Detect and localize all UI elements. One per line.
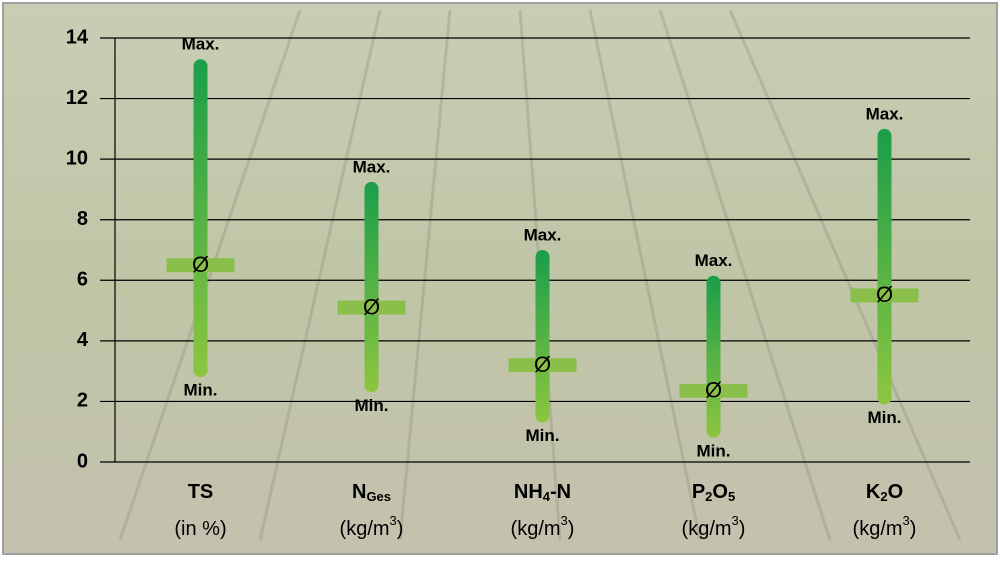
label-part: ) — [910, 518, 917, 540]
range-bar — [877, 128, 892, 405]
label-part: (kg/m — [340, 518, 390, 540]
label-part: ) — [397, 518, 404, 540]
x-tick-label: NH4-N — [514, 481, 571, 504]
label-part: -N — [550, 481, 571, 503]
label-part: 3 — [561, 513, 568, 528]
unit-label: (in %) — [174, 518, 226, 540]
min-label: Min. — [355, 396, 389, 415]
y-tick-label: 10 — [66, 147, 88, 169]
label-part: 2 — [705, 489, 712, 504]
label-part: K — [866, 481, 881, 503]
mean-bar — [508, 358, 577, 373]
max-label: Max. — [182, 35, 220, 54]
mean-label: Ø — [363, 294, 380, 319]
label-part: 3 — [732, 513, 739, 528]
y-tick-label: 12 — [66, 87, 88, 109]
label-part: O — [888, 481, 904, 503]
unit-label: (kg/m3) — [853, 513, 917, 540]
label-part: 5 — [728, 489, 735, 504]
y-tick-label: 0 — [77, 450, 88, 472]
y-tick-label: 4 — [77, 329, 89, 351]
mean-label: Ø — [534, 352, 551, 377]
unit-label: (kg/m3) — [682, 513, 746, 540]
range-bar — [706, 275, 721, 438]
label-part: 4 — [543, 489, 551, 504]
y-tick-label: 14 — [66, 26, 89, 48]
label-part: ) — [568, 518, 575, 540]
max-label: Max. — [695, 251, 733, 270]
max-label: Max. — [524, 225, 562, 244]
label-part: 2 — [880, 489, 887, 504]
mean-bar — [337, 300, 406, 315]
min-label: Min. — [184, 381, 218, 400]
label-part: (kg/m — [682, 518, 732, 540]
y-tick-label: 2 — [77, 390, 88, 412]
range-bar — [193, 59, 208, 378]
mean-label: Ø — [876, 282, 893, 307]
label-part: (kg/m — [853, 518, 903, 540]
max-label: Max. — [866, 104, 904, 123]
label-part: (in %) — [174, 518, 226, 540]
max-label: Max. — [353, 157, 391, 176]
label-part: NH — [514, 481, 543, 503]
label-part: P — [692, 481, 705, 503]
y-tick-label: 6 — [77, 269, 88, 291]
min-label: Min. — [526, 426, 560, 445]
mean-bar — [166, 258, 235, 273]
unit-label: (kg/m3) — [511, 513, 575, 540]
y-tick-label: 8 — [77, 208, 88, 230]
label-part: TS — [188, 481, 214, 503]
label-part: Ges — [366, 489, 391, 504]
label-part: 3 — [390, 513, 397, 528]
min-label: Min. — [868, 408, 902, 427]
mean-label: Ø — [192, 252, 209, 277]
mean-bar — [679, 383, 748, 398]
x-tick-label: K2O — [866, 481, 903, 504]
mean-label: Ø — [705, 378, 722, 403]
min-label: Min. — [697, 441, 731, 460]
x-tick-label: TS — [188, 481, 214, 503]
x-tick-label: P2O5 — [692, 481, 735, 504]
range-bar — [364, 181, 379, 393]
unit-label: (kg/m3) — [340, 513, 404, 540]
range-bar — [535, 250, 550, 423]
label-part: O — [712, 481, 728, 503]
label-part: N — [352, 481, 366, 503]
label-part: ) — [739, 518, 746, 540]
mean-bar — [850, 288, 919, 303]
x-tick-label: NGes — [352, 481, 391, 504]
label-part: (kg/m — [511, 518, 561, 540]
label-part: 3 — [903, 513, 910, 528]
